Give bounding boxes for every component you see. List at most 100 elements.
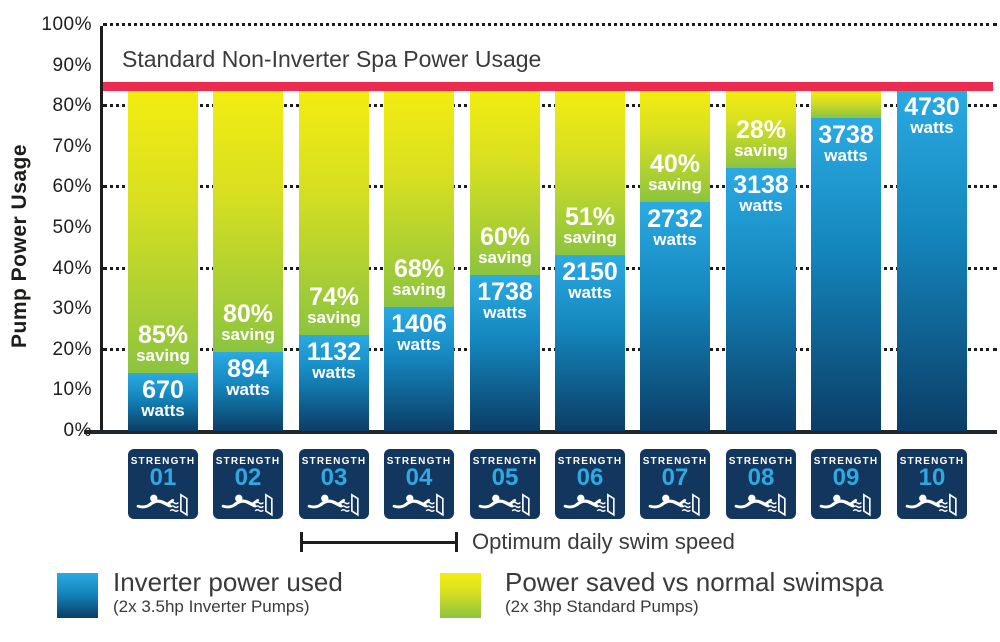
x-axis-line <box>84 430 997 434</box>
saved-segment-07: 40% saving <box>640 89 710 202</box>
watts-label: 3138 watts <box>733 170 789 215</box>
inverter-segment-01: 670 watts <box>128 372 198 431</box>
strength-box-07: STRENGTH 07 <box>640 449 710 519</box>
bar-strength-01: 85% saving 670 watts <box>128 89 198 431</box>
bar-strength-06: 51% saving 2150 watts <box>555 89 625 431</box>
gridline-100 <box>103 23 997 26</box>
saved-segment-01: 85% saving <box>128 89 198 373</box>
saving-label: 60% saving <box>478 222 532 267</box>
reference-line-label: Standard Non-Inverter Spa Power Usage <box>122 46 542 72</box>
swimmer-jet-icon <box>905 493 957 517</box>
watts-label: 4730 watts <box>904 92 960 137</box>
legend-sublabel-inverter: (2x 3.5hp Inverter Pumps) <box>113 597 310 616</box>
strength-word: STRENGTH <box>472 456 538 467</box>
inverter-segment-03: 1132 watts <box>299 334 369 431</box>
watts-label: 670 watts <box>141 375 185 420</box>
y-tick-label-90: 90% <box>52 54 92 76</box>
strength-word: STRENGTH <box>728 456 794 467</box>
strength-word: STRENGTH <box>386 456 452 467</box>
strength-word: STRENGTH <box>557 456 623 467</box>
strength-word: STRENGTH <box>301 456 367 467</box>
saved-segment-08: 28% saving <box>726 89 796 168</box>
bar-strength-03: 74% saving 1132 watts <box>299 89 369 431</box>
strength-word: STRENGTH <box>642 456 708 467</box>
y-axis-line <box>100 26 103 432</box>
swimmer-jet-icon <box>478 493 530 517</box>
reference-line <box>103 81 993 91</box>
bar-strength-04: 68% saving 1406 watts <box>384 89 454 431</box>
swimmer-jet-icon <box>819 493 871 517</box>
inverter-segment-05: 1738 watts <box>470 274 540 431</box>
watts-label: 2150 watts <box>562 257 618 302</box>
bar-strength-05: 60% saving 1738 watts <box>470 89 540 431</box>
swimmer-jet-icon <box>136 493 188 517</box>
strength-number: 09 <box>832 464 860 491</box>
saved-segment-03: 74% saving <box>299 89 369 335</box>
y-tick-label-30: 30% <box>52 298 92 320</box>
strength-number: 06 <box>576 464 604 491</box>
y-tick-label-40: 40% <box>52 257 92 279</box>
swimmer-jet-icon <box>221 493 273 517</box>
strength-word: STRENGTH <box>215 456 281 467</box>
swimmer-jet-icon <box>648 493 700 517</box>
strength-word: STRENGTH <box>899 456 965 467</box>
saving-label: 80% saving <box>221 299 275 344</box>
gridline-60 <box>103 185 997 189</box>
strength-box-09: STRENGTH 09 <box>811 449 881 519</box>
inverter-segment-08: 3138 watts <box>726 167 796 431</box>
watts-label: 1738 watts <box>477 277 533 322</box>
saving-label: 68% saving <box>392 254 446 299</box>
legend-sublabel-saved: (2x 3hp Standard Pumps) <box>505 597 699 616</box>
saved-segment-06: 51% saving <box>555 89 625 255</box>
saving-label: 85% saving <box>136 320 190 365</box>
strength-box-06: STRENGTH 06 <box>555 449 625 519</box>
bar-strength-07: 40% saving 2732 watts <box>640 89 710 431</box>
strength-word: STRENGTH <box>130 456 196 467</box>
watts-label: 1132 watts <box>306 337 362 382</box>
strength-box-02: STRENGTH 02 <box>213 449 283 519</box>
saving-label: 40% saving <box>648 149 702 194</box>
gridline-20 <box>103 347 997 351</box>
legend-item-inverter: Inverter power used (2x 3.5hp Inverter P… <box>113 567 343 617</box>
legend-swatch-saved <box>440 573 481 618</box>
inverter-segment-07: 2732 watts <box>640 201 710 431</box>
legend-label-inverter: Inverter power used <box>113 567 343 597</box>
saving-label: 28% saving <box>734 115 788 160</box>
swimmer-jet-icon <box>307 493 359 517</box>
strength-number: 10 <box>918 464 946 491</box>
strength-number: 02 <box>234 464 262 491</box>
strength-box-05: STRENGTH 05 <box>470 449 540 519</box>
inverter-segment-10: 4730 watts <box>897 89 967 431</box>
saved-segment-09 <box>811 89 881 118</box>
legend-item-saved: Power saved vs normal swimspa (2x 3hp St… <box>505 567 884 617</box>
y-tick-label-70: 70% <box>52 135 92 157</box>
strength-box-08: STRENGTH 08 <box>726 449 796 519</box>
bar-strength-02: 80% saving 894 watts <box>213 89 283 431</box>
bracket-label: Optimum daily swim speed <box>472 529 735 554</box>
bar-strength-09: 3738 watts <box>811 89 881 431</box>
strength-number: 03 <box>320 464 348 491</box>
y-tick-label-60: 60% <box>52 176 92 198</box>
watts-label: 1406 watts <box>391 309 447 354</box>
inverter-segment-02: 894 watts <box>213 351 283 431</box>
strength-box-01: STRENGTH 01 <box>128 449 198 519</box>
swimmer-jet-icon <box>563 493 615 517</box>
strength-number: 01 <box>149 464 177 491</box>
strength-box-04: STRENGTH 04 <box>384 449 454 519</box>
saved-segment-04: 68% saving <box>384 89 454 307</box>
strength-number: 07 <box>661 464 689 491</box>
bar-strength-08: 28% saving 3138 watts <box>726 89 796 431</box>
y-tick-label-20: 20% <box>52 338 92 360</box>
strength-number: 04 <box>405 464 433 491</box>
bracket-left-tick <box>300 532 303 552</box>
watts-label: 894 watts <box>226 354 270 399</box>
inverter-segment-09: 3738 watts <box>811 117 881 431</box>
bar-strength-10: 4730 watts <box>897 89 967 431</box>
y-tick-label-50: 50% <box>52 217 92 238</box>
legend-label-saved: Power saved vs normal swimspa <box>505 567 884 597</box>
gridline-80 <box>103 104 997 108</box>
saving-label: 51% saving <box>563 202 617 247</box>
strength-word: STRENGTH <box>813 456 879 467</box>
gridline-40 <box>103 266 997 270</box>
